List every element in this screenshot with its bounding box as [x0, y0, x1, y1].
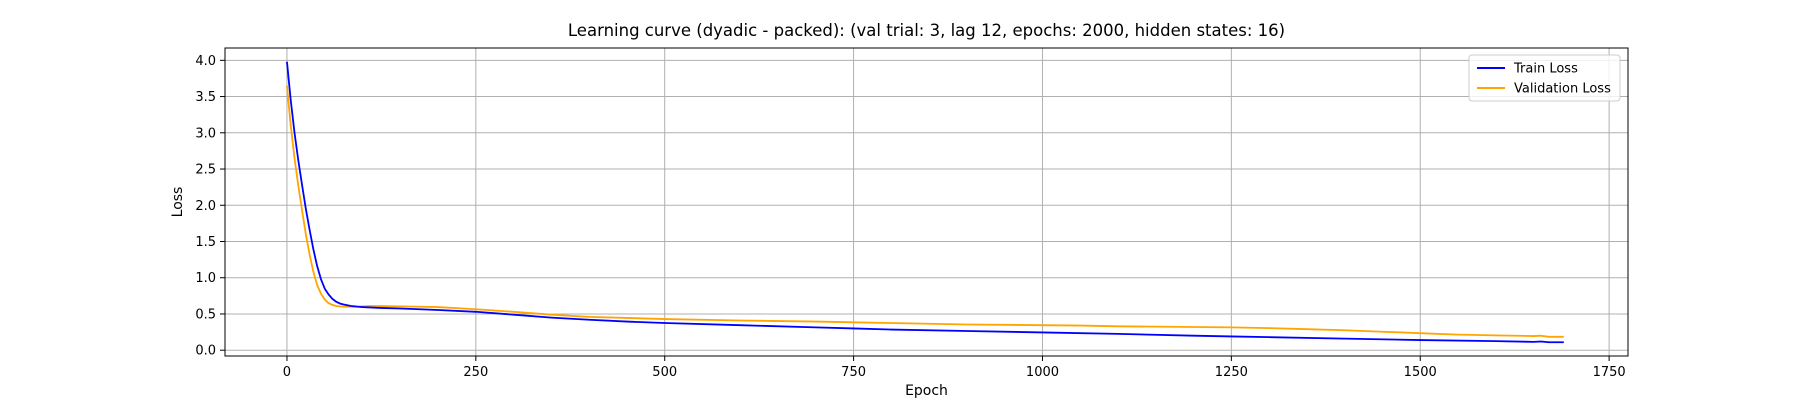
x-tick-label: 750	[841, 365, 866, 380]
x-axis-label: Epoch	[905, 383, 948, 399]
legend-box	[1468, 54, 1621, 102]
y-tick-label: 2.0	[195, 199, 216, 214]
chart-title: Learning curve (dyadic - packed): (val t…	[568, 21, 1285, 40]
legend-label-train-loss: Train Loss	[1513, 62, 1578, 77]
y-tick-label: 4.0	[195, 54, 216, 69]
x-tick-label: 1000	[1026, 365, 1059, 380]
x-tick-label: 500	[652, 365, 677, 380]
validation-loss-line	[286, 85, 1564, 338]
y-tick-label: 0.0	[195, 344, 216, 359]
ticks-layer: 0 250 500 750 1000 1250 1500 1750 0.0 0.5 1.0 1.5 2.…	[195, 54, 1625, 380]
y-tick-label: 0.5	[195, 307, 216, 322]
y-axis-label: Loss	[170, 187, 186, 218]
x-tick-label: 0	[283, 365, 291, 380]
x-tick-label: 250	[463, 365, 488, 380]
legend-label-validation-loss: Validation Loss	[1514, 82, 1611, 97]
x-tick-label: 1500	[1404, 365, 1437, 380]
y-tick-label: 1.5	[195, 235, 216, 250]
train-loss-line	[286, 61, 1564, 344]
legend: Train Loss Validation Loss	[1468, 54, 1621, 102]
x-tick-label: 1250	[1215, 365, 1248, 380]
x-tick-label: 1750	[1593, 365, 1626, 380]
y-tick-label: 3.0	[195, 126, 216, 141]
grid-layer	[225, 48, 1628, 356]
y-tick-label: 3.5	[195, 90, 216, 105]
y-tick-label: 2.5	[195, 163, 216, 178]
plot-frame	[224, 47, 1629, 357]
series-layer	[286, 61, 1564, 344]
y-tick-label: 1.0	[195, 271, 216, 286]
